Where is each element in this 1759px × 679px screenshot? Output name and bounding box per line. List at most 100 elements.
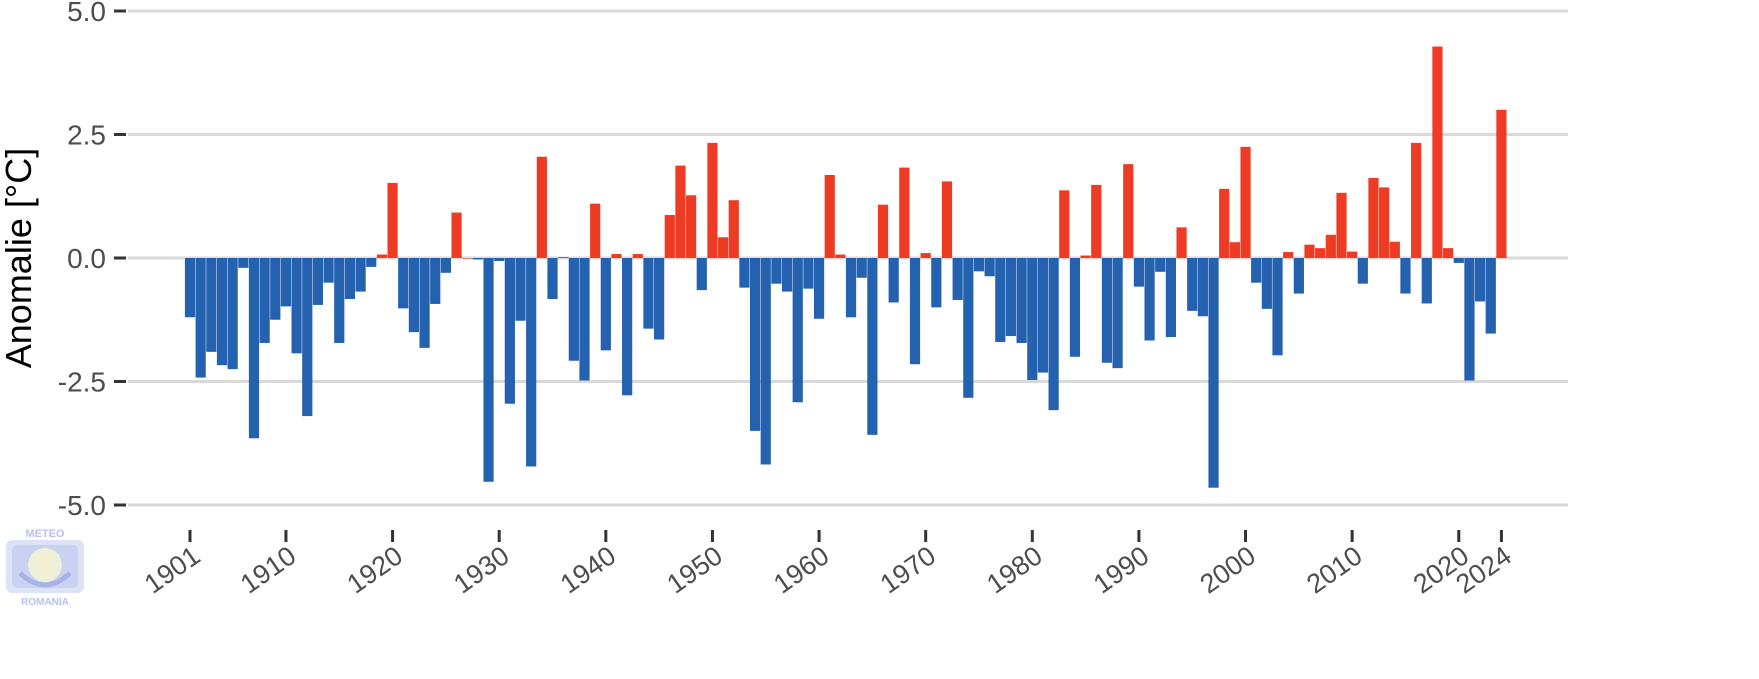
bar-1976 bbox=[984, 258, 995, 277]
bar-1974 bbox=[963, 258, 974, 398]
bar-1944 bbox=[643, 258, 654, 329]
bar-1975 bbox=[973, 258, 985, 272]
anomaly-bar-chart: 5.02.50.0-2.5-5.0 1901 1910 1920 1930 1940 19… bbox=[0, 0, 1568, 599]
bar-1946 bbox=[664, 215, 675, 258]
bar-1962 bbox=[835, 254, 846, 258]
bar-1917 bbox=[355, 258, 366, 292]
bar-2008 bbox=[1325, 234, 1336, 258]
bar-1950 bbox=[707, 142, 718, 258]
bar-1948 bbox=[686, 195, 697, 258]
x-axis: 1901 1910 1920 1930 1940 1950 1960 1970 1980 1990… bbox=[139, 530, 1517, 599]
bar-1934 bbox=[536, 156, 547, 258]
bar-1969 bbox=[909, 258, 921, 365]
bar-1955 bbox=[760, 258, 771, 465]
bar-1906 bbox=[238, 258, 249, 268]
bar-2000 bbox=[1240, 146, 1251, 258]
bar-1913 bbox=[312, 258, 324, 305]
bar-2017 bbox=[1421, 258, 1432, 304]
bar-1986 bbox=[1091, 184, 1102, 258]
bar-1997 bbox=[1208, 258, 1219, 488]
logo-text-top: METEO bbox=[25, 528, 65, 540]
bar-2005 bbox=[1293, 258, 1304, 294]
bar-1932 bbox=[515, 258, 526, 321]
bar-2022 bbox=[1475, 258, 1486, 302]
bar-1945 bbox=[654, 258, 665, 340]
bar-1926 bbox=[451, 212, 462, 258]
bar-2021 bbox=[1464, 258, 1475, 381]
bar-1953 bbox=[739, 258, 750, 288]
bar-1947 bbox=[675, 165, 686, 258]
bar-1963 bbox=[845, 258, 857, 318]
x-tick-label: 2010 bbox=[1301, 540, 1367, 599]
bar-1981 bbox=[1037, 258, 1049, 373]
bar-2015 bbox=[1400, 258, 1411, 294]
bar-2013 bbox=[1379, 187, 1390, 258]
bars bbox=[184, 46, 1507, 488]
bar-1902 bbox=[195, 258, 206, 378]
bar-1990 bbox=[1133, 258, 1145, 287]
x-tick-label: 1920 bbox=[342, 540, 408, 599]
bar-1930 bbox=[494, 258, 505, 261]
bar-1907 bbox=[248, 258, 260, 439]
bar-1929 bbox=[483, 258, 494, 482]
bar-1991 bbox=[1144, 258, 1155, 341]
bar-2018 bbox=[1432, 46, 1443, 258]
bar-1971 bbox=[931, 258, 942, 308]
bar-1958 bbox=[792, 258, 803, 403]
bar-1915 bbox=[334, 258, 345, 343]
x-tick-label: 1960 bbox=[768, 540, 834, 599]
bar-1931 bbox=[504, 258, 515, 404]
bar-1972 bbox=[941, 181, 953, 258]
bar-1919 bbox=[376, 254, 388, 258]
bar-2004 bbox=[1283, 252, 1294, 258]
bar-1940 bbox=[600, 258, 611, 351]
bar-1954 bbox=[749, 258, 761, 431]
y-tick-label: 2.5 bbox=[67, 120, 106, 151]
bar-1996 bbox=[1197, 258, 1208, 317]
bar-1965 bbox=[867, 258, 878, 435]
bar-1918 bbox=[366, 258, 377, 267]
bar-1904 bbox=[216, 258, 228, 366]
bar-1916 bbox=[344, 258, 356, 299]
bar-1903 bbox=[206, 258, 217, 352]
bar-1908 bbox=[259, 258, 270, 343]
bar-1973 bbox=[952, 258, 963, 300]
bar-1988 bbox=[1112, 258, 1123, 369]
x-tick-label: 1901 bbox=[139, 540, 205, 599]
y-tick-label: 0.0 bbox=[67, 243, 106, 274]
bar-1952 bbox=[728, 200, 739, 258]
bar-1911 bbox=[291, 258, 302, 354]
bar-1959 bbox=[803, 258, 814, 289]
x-tick-label: 1950 bbox=[661, 540, 727, 599]
bar-1942 bbox=[622, 258, 633, 396]
bar-1933 bbox=[526, 258, 537, 467]
bar-2024 bbox=[1496, 109, 1507, 258]
bar-2002 bbox=[1261, 258, 1272, 309]
meteo-romania-logo: METEO ROMANIA bbox=[6, 528, 84, 607]
bar-1960 bbox=[813, 258, 825, 319]
bar-1994 bbox=[1176, 227, 1187, 258]
bar-2016 bbox=[1411, 142, 1422, 258]
bar-2012 bbox=[1368, 177, 1379, 258]
bar-1992 bbox=[1155, 258, 1166, 272]
bar-2007 bbox=[1315, 248, 1326, 258]
bar-2020 bbox=[1453, 258, 1464, 263]
bar-1938 bbox=[579, 258, 590, 381]
bar-1935 bbox=[547, 258, 558, 299]
bar-1949 bbox=[696, 258, 707, 291]
y-tick-label: -5.0 bbox=[58, 490, 106, 521]
bar-1998 bbox=[1219, 188, 1230, 258]
bar-1999 bbox=[1229, 242, 1240, 258]
x-tick-label: 1980 bbox=[981, 540, 1047, 599]
bar-1914 bbox=[323, 258, 334, 283]
bar-1957 bbox=[781, 258, 793, 292]
y-axis-label: Anomalie [°C] bbox=[0, 148, 39, 368]
bar-1941 bbox=[611, 254, 622, 258]
bar-1968 bbox=[899, 167, 910, 258]
bar-2006 bbox=[1304, 244, 1315, 258]
bar-1923 bbox=[419, 258, 430, 348]
bar-1912 bbox=[302, 258, 313, 417]
bar-1924 bbox=[430, 258, 441, 304]
x-tick-label: 1940 bbox=[555, 540, 621, 599]
y-tick-label: 5.0 bbox=[67, 0, 106, 27]
